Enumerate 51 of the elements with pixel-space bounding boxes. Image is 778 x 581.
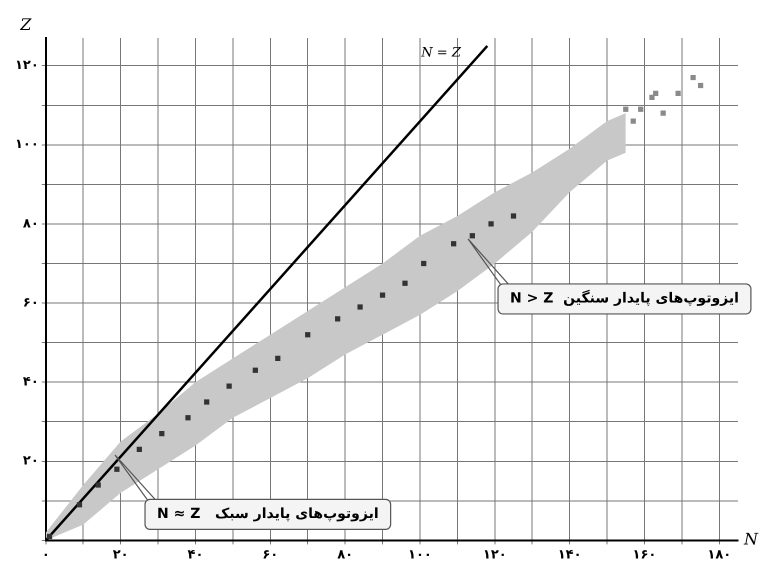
point: [114, 466, 120, 472]
x-tick-label: ۱۶۰: [632, 548, 656, 563]
point: [204, 399, 210, 405]
x-tick-label: ۰: [42, 548, 50, 563]
point: [470, 233, 475, 238]
x-tick-label: ۶۰: [262, 548, 278, 563]
y-tick-label: ۲۰: [22, 454, 39, 469]
annotation: N ≈ Z ایزوتوپ‌های پایدار سبک: [157, 506, 379, 522]
point: [698, 82, 704, 88]
point: [660, 110, 666, 116]
y-axis-title: Z: [19, 15, 32, 34]
point: [623, 106, 628, 112]
point: [335, 316, 340, 322]
x-tick-label: ۱۴۰: [558, 548, 582, 563]
point: [421, 260, 426, 266]
x-tick-label: ۱۰۰: [408, 548, 432, 563]
annotation: N = Z: [420, 46, 462, 61]
point: [676, 90, 681, 96]
point: [380, 292, 386, 298]
point: [402, 280, 408, 286]
point: [649, 94, 655, 100]
y-tick-label: ۴۰: [22, 374, 39, 390]
point: [451, 241, 456, 246]
point: [357, 304, 363, 310]
y-tick-label: ۶۰: [22, 295, 39, 310]
x-axis-title: N: [743, 530, 759, 549]
point: [653, 90, 658, 96]
y-tick-label: ۱۲۰: [14, 58, 39, 74]
point: [305, 332, 310, 338]
y-tick-label: ۸۰: [22, 216, 39, 232]
x-tick-label: ۱۸۰: [707, 548, 732, 563]
annotation: N > Z ایزوتوپ‌های پایدار سنگین: [510, 290, 739, 307]
point: [226, 384, 232, 389]
y-tick-label: ۱۰۰: [14, 137, 39, 152]
point: [96, 482, 101, 488]
point: [136, 446, 142, 452]
point: [275, 356, 280, 362]
point: [638, 106, 644, 112]
x-tick-label: ۲۰: [112, 548, 129, 563]
point: [690, 74, 696, 80]
point: [630, 118, 636, 124]
point: [46, 534, 52, 540]
point: [510, 213, 516, 219]
x-tick-label: ۴۰: [188, 548, 204, 563]
point: [76, 502, 82, 508]
point: [159, 430, 164, 436]
x-tick-label: ۱۲۰: [482, 548, 507, 563]
point: [488, 221, 494, 227]
point: [185, 415, 191, 420]
x-tick-label: ۸۰: [337, 548, 354, 563]
point: [252, 368, 258, 373]
